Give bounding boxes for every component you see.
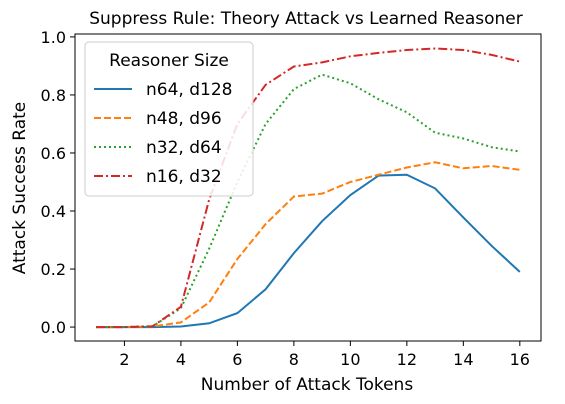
plot-frame: [74, 33, 542, 342]
x-tick-label: 16: [510, 350, 530, 369]
chart-title: Suppress Rule: Theory Attack vs Learned …: [89, 9, 523, 29]
legend-title: Reasoner Size: [109, 51, 229, 71]
x-tick-label: 4: [176, 350, 186, 369]
legend: Reasoner Size n64, d128 n48, d96 n32, d64 n1…: [84, 41, 254, 197]
legend-box: [84, 41, 254, 197]
series-line-3: [96, 73, 520, 329]
series-line-1: [96, 173, 521, 329]
legend-label-1: n64, d128: [146, 80, 232, 100]
plot-area: [74, 33, 542, 342]
x-axis-label: Number of Attack Tokens: [201, 375, 414, 395]
legend-label-2: n48, d96: [146, 109, 222, 129]
x-tick-label: 6: [232, 350, 242, 369]
y-tick-label: 0.0: [41, 318, 66, 337]
y-axis-label: Attack Success Rate: [10, 102, 30, 275]
y-tick-label: 0.6: [41, 144, 66, 163]
y-tick-label: 0.2: [41, 260, 66, 279]
series-line-2: [96, 161, 520, 329]
legend-label-3: n32, d64: [146, 138, 222, 158]
y-tick-label: 0.4: [41, 202, 66, 221]
x-tick-label: 8: [289, 350, 299, 369]
x-tick-label: 2: [119, 350, 129, 369]
x-tick-label: 14: [453, 350, 473, 369]
y-tick-label: 0.8: [41, 86, 66, 105]
y-tick-label: 1.0: [41, 28, 66, 47]
y-axis: 0.0 0.2 0.4 0.6 0.8 1.0: [41, 28, 75, 337]
series-line-4: [96, 47, 521, 329]
x-tick-label: 10: [340, 350, 360, 369]
legend-label-4: n16, d32: [146, 167, 222, 187]
x-axis: 2 4 6 8 10 12 14 16: [119, 341, 530, 369]
x-tick-label: 12: [397, 350, 417, 369]
